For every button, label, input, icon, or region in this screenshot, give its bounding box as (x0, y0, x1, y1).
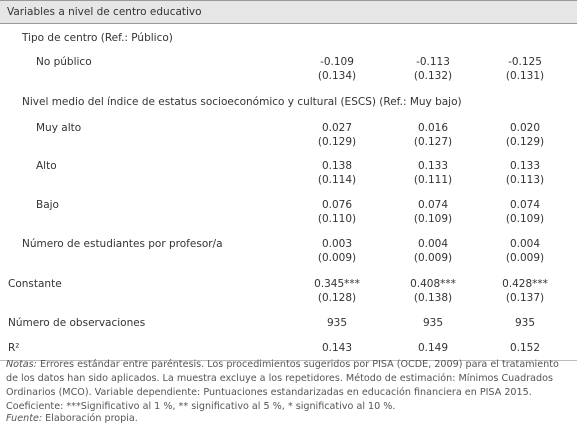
notes-text: Errores estándar entre paréntesis. Los p… (6, 359, 559, 412)
std-error: (0.009) (317, 252, 357, 264)
source: Fuente: Elaboración propia. (6, 412, 572, 426)
coefficient: 935 (422, 317, 444, 329)
std-error: (0.129) (505, 136, 545, 148)
std-error: (0.009) (413, 252, 453, 264)
row-label: Alto (36, 160, 57, 172)
coefficient: -0.113 (416, 56, 450, 68)
std-error: (0.109) (413, 213, 453, 225)
coefficient: 0.152 (509, 342, 541, 354)
coefficient: 935 (326, 317, 348, 329)
row-label: Nivel medio del índice de estatus socioe… (22, 96, 462, 108)
header-title: Variables a nivel de centro educativo (7, 6, 202, 18)
std-error: (0.110) (317, 213, 357, 225)
coefficient: 0.016 (417, 122, 449, 134)
row-label: R² (8, 342, 20, 354)
std-error: (0.137) (505, 292, 545, 304)
source-label: Fuente: (6, 413, 43, 424)
row-label: Bajo (36, 199, 59, 211)
header-bar: Variables a nivel de centro educativo (0, 0, 577, 24)
coefficient: 935 (514, 317, 536, 329)
std-error: (0.127) (413, 136, 453, 148)
coefficient: 0.345*** (314, 278, 360, 290)
coefficient: 0.138 (321, 160, 353, 172)
coefficient: 0.408*** (410, 278, 456, 290)
coefficient: 0.004 (509, 238, 541, 250)
coefficient: 0.133 (417, 160, 449, 172)
coefficient: 0.074 (417, 199, 449, 211)
coefficient: 0.074 (509, 199, 541, 211)
coefficient: -0.125 (508, 56, 542, 68)
row-label: Número de estudiantes por profesor/a (22, 238, 223, 250)
std-error: (0.138) (413, 292, 453, 304)
row-label: No público (36, 56, 92, 68)
coefficient: 0.004 (417, 238, 449, 250)
std-error: (0.111) (413, 174, 453, 186)
coefficient: 0.143 (321, 342, 353, 354)
coefficient: 0.076 (321, 199, 353, 211)
std-error: (0.129) (317, 136, 357, 148)
notes: Notas: Errores estándar entre paréntesis… (6, 358, 572, 414)
row-label: Número de observaciones (8, 317, 146, 329)
std-error: (0.109) (505, 213, 545, 225)
std-error: (0.009) (505, 252, 545, 264)
row-label: Muy alto (36, 122, 82, 134)
coefficient: 0.027 (321, 122, 353, 134)
coefficient: 0.133 (509, 160, 541, 172)
std-error: (0.134) (317, 70, 357, 82)
notes-label: Notas: (6, 359, 37, 370)
coefficient: 0.428*** (502, 278, 548, 290)
separator (0, 360, 577, 361)
row-label: Tipo de centro (Ref.: Público) (22, 32, 173, 44)
std-error: (0.113) (505, 174, 545, 186)
std-error: (0.131) (505, 70, 545, 82)
coefficient: 0.149 (417, 342, 449, 354)
source-text: Elaboración propia. (45, 413, 138, 424)
std-error: (0.114) (317, 174, 357, 186)
std-error: (0.132) (413, 70, 453, 82)
coefficient: 0.020 (509, 122, 541, 134)
coefficient: 0.003 (321, 238, 353, 250)
coefficient: -0.109 (320, 56, 354, 68)
row-label: Constante (8, 278, 62, 290)
std-error: (0.128) (317, 292, 357, 304)
